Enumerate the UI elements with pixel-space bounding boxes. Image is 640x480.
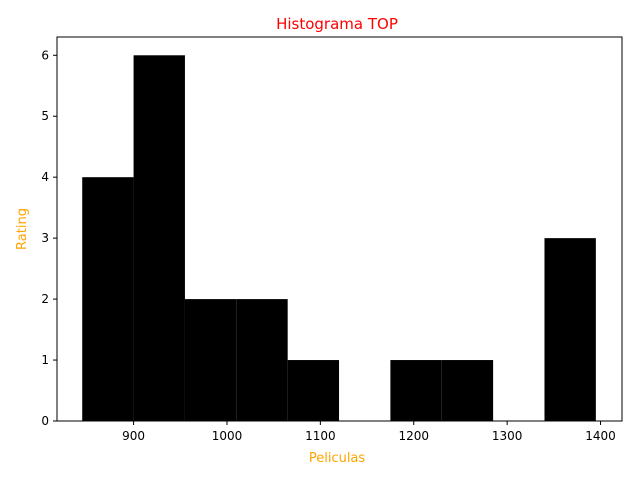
x-axis-label: Peliculas [309,451,366,466]
y-tick-label: 5 [41,109,49,123]
histogram-bar [184,299,237,421]
histogram-bar [544,238,596,421]
y-axis-ticks: 0 1 2 3 4 5 6 [41,48,57,428]
x-axis-ticks: 900 1000 1100 1200 1300 1400 [122,421,616,443]
x-tick-label: 900 [122,429,145,443]
histogram-bar [133,55,185,422]
y-tick-label: 2 [41,292,49,306]
x-tick-label: 1300 [492,429,523,443]
y-axis-label: Rating [15,208,30,250]
histogram-bar [82,177,134,421]
x-tick-label: 1100 [305,429,336,443]
x-tick-label: 1000 [212,429,243,443]
x-tick-label: 1200 [398,429,429,443]
chart-title: Histograma TOP [276,15,398,33]
histogram-bar [441,360,494,421]
y-tick-label: 1 [41,353,49,367]
y-tick-label: 0 [41,414,49,428]
y-tick-label: 3 [41,231,49,245]
histogram-bar [287,360,340,421]
bars-group [82,55,596,422]
y-tick-label: 6 [41,48,49,62]
plot-frame [56,36,623,422]
y-tick-label: 4 [41,170,49,184]
histogram-bar [236,299,288,421]
histogram-bar [390,360,442,421]
x-tick-label: 1400 [585,429,616,443]
